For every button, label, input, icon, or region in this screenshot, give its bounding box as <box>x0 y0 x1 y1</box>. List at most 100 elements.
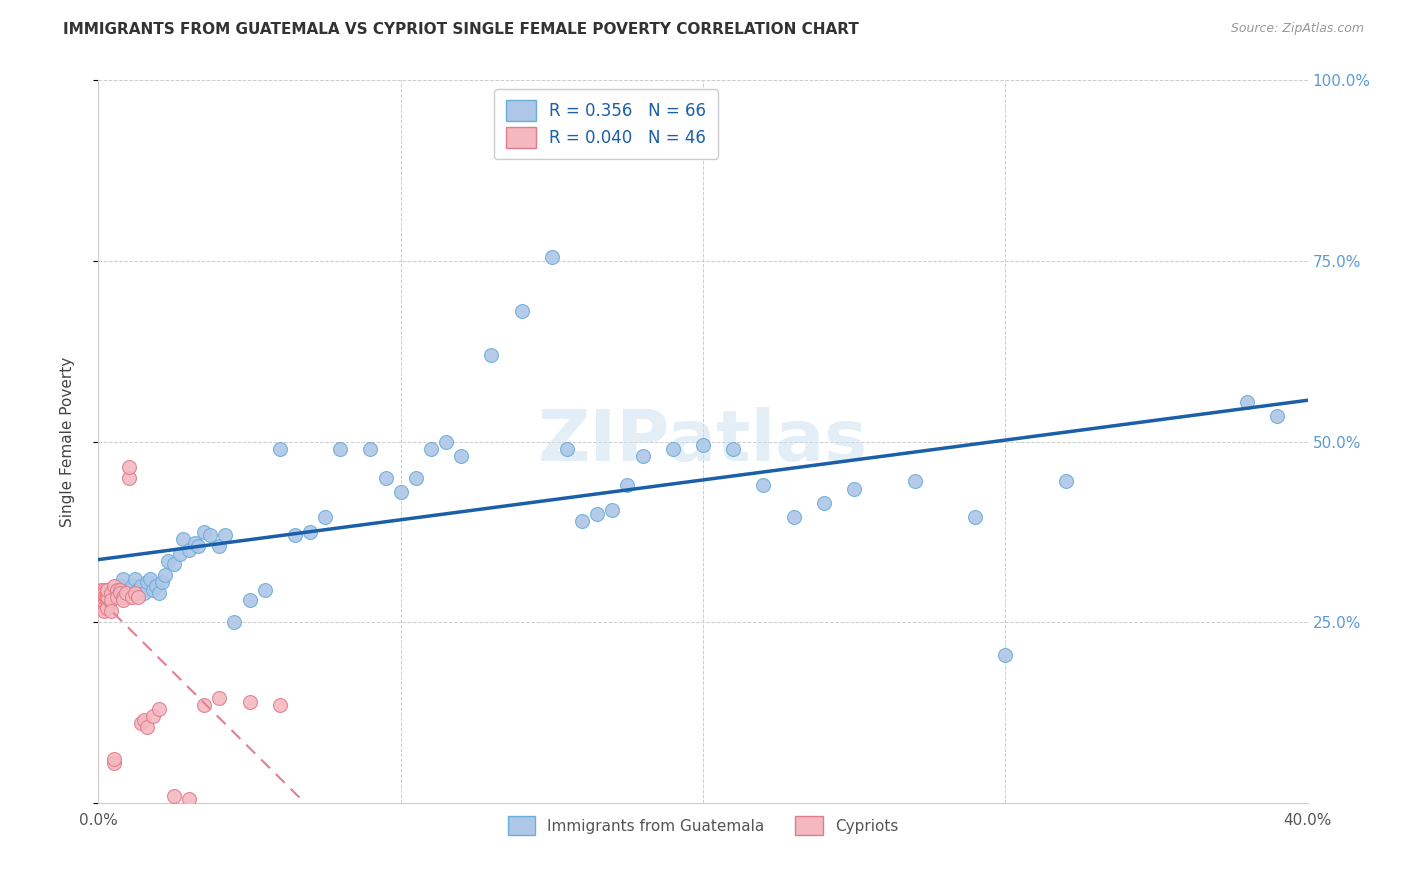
Point <box>127 582 149 597</box>
Point <box>172 532 194 546</box>
Point <box>114 590 136 604</box>
Point <box>510 304 533 318</box>
Point <box>692 438 714 452</box>
Point <box>90 590 112 604</box>
Point <box>239 593 262 607</box>
Point <box>103 586 125 600</box>
Point <box>142 709 165 723</box>
Point <box>90 597 112 611</box>
Point <box>111 590 134 604</box>
Point <box>752 478 775 492</box>
Point <box>602 503 624 517</box>
Point <box>374 470 396 484</box>
Point <box>783 510 806 524</box>
Point <box>132 586 155 600</box>
Point <box>965 510 987 524</box>
Point <box>994 648 1017 662</box>
Point <box>142 582 165 597</box>
Point <box>108 582 131 597</box>
Point <box>253 582 276 597</box>
Point <box>93 582 115 597</box>
Point <box>481 348 503 362</box>
Point <box>571 514 593 528</box>
Point <box>148 586 170 600</box>
Point <box>329 442 352 456</box>
Point <box>100 586 122 600</box>
Point <box>208 691 231 706</box>
Point <box>450 449 472 463</box>
Point <box>127 590 149 604</box>
Point <box>193 698 215 713</box>
Point <box>96 582 118 597</box>
Point <box>904 475 927 489</box>
Text: Source: ZipAtlas.com: Source: ZipAtlas.com <box>1230 22 1364 36</box>
Point <box>93 600 115 615</box>
Point <box>540 250 562 264</box>
Point <box>661 442 683 456</box>
Point <box>132 713 155 727</box>
Point <box>96 590 118 604</box>
Point <box>153 568 176 582</box>
Point <box>299 524 322 539</box>
Point <box>163 558 186 572</box>
Point <box>208 539 231 553</box>
Point <box>169 547 191 561</box>
Point <box>103 752 125 766</box>
Point <box>405 470 427 484</box>
Point <box>108 579 131 593</box>
Point <box>111 572 134 586</box>
Point <box>121 579 143 593</box>
Point <box>114 586 136 600</box>
Point <box>108 586 131 600</box>
Point <box>631 449 654 463</box>
Point <box>214 528 236 542</box>
Point <box>93 604 115 618</box>
Text: ZIPatlas: ZIPatlas <box>538 407 868 476</box>
Point <box>1236 394 1258 409</box>
Point <box>145 579 167 593</box>
Point <box>124 572 146 586</box>
Point <box>124 586 146 600</box>
Point <box>100 604 122 618</box>
Point <box>90 586 112 600</box>
Point <box>100 593 122 607</box>
Point <box>118 582 141 597</box>
Point <box>129 579 152 593</box>
Point <box>90 582 112 597</box>
Point <box>93 593 115 607</box>
Point <box>586 507 609 521</box>
Point <box>269 442 291 456</box>
Point <box>844 482 866 496</box>
Point <box>389 485 412 500</box>
Point <box>239 695 262 709</box>
Point <box>96 586 118 600</box>
Point <box>434 434 457 449</box>
Point <box>150 575 173 590</box>
Point <box>284 528 307 542</box>
Point <box>616 478 638 492</box>
Point <box>129 716 152 731</box>
Y-axis label: Single Female Poverty: Single Female Poverty <box>60 357 75 526</box>
Point <box>103 756 125 770</box>
Text: IMMIGRANTS FROM GUATEMALA VS CYPRIOT SINGLE FEMALE POVERTY CORRELATION CHART: IMMIGRANTS FROM GUATEMALA VS CYPRIOT SIN… <box>63 22 859 37</box>
Point <box>193 524 215 539</box>
Point <box>111 593 134 607</box>
Point <box>105 582 128 597</box>
Point <box>813 496 835 510</box>
Point <box>118 470 141 484</box>
Point <box>555 442 578 456</box>
Point <box>1054 475 1077 489</box>
Point <box>224 615 246 630</box>
Point <box>135 575 157 590</box>
Point <box>187 539 209 553</box>
Point <box>179 792 201 806</box>
Point <box>118 459 141 474</box>
Point <box>93 586 115 600</box>
Point <box>93 590 115 604</box>
Point <box>156 554 179 568</box>
Point <box>314 510 336 524</box>
Point <box>163 789 186 803</box>
Point <box>139 572 162 586</box>
Point <box>269 698 291 713</box>
Point <box>135 720 157 734</box>
